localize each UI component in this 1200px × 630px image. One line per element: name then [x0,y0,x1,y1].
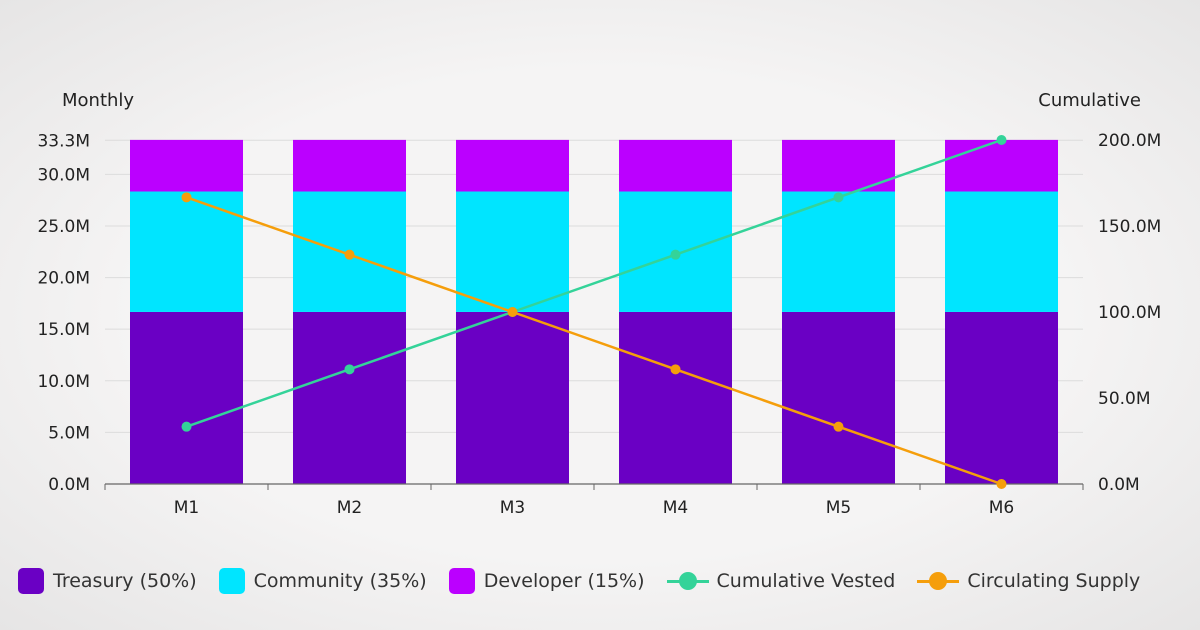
x-tick-label: M1 [174,498,199,518]
y-left-tick-label: 33.3M [37,131,90,151]
point-cumulative-vested [670,249,681,260]
legend-label: Developer (15%) [483,570,645,592]
point-circulating-supply [344,249,355,260]
bar-treasury [619,311,732,484]
y-right-tick-label: 0.0M [1098,475,1140,495]
legend-swatch [448,568,475,594]
line-circulating-supply [186,196,1002,486]
legend-swatch [218,568,245,594]
legend-item[interactable]: Treasury (50%) [18,568,197,594]
point-cumulative-vested [833,192,844,203]
bar-community [782,191,895,312]
x-tick-label: M3 [500,498,525,518]
y-left-tick-label: 0.0M [48,475,90,495]
legend: Treasury (50%) Community (35%) Developer (… [18,568,1162,594]
legend-swatch [18,568,44,594]
bar-community [456,191,569,312]
legend-label: Circulating Supply [967,570,1141,592]
legend-item[interactable]: Developer (15%) [448,568,645,594]
y-left-tick-label: 20.0M [37,269,90,289]
y-right-tick-label: 100.0M [1098,303,1161,323]
x-tick-label: M4 [663,498,688,518]
bar-treasury [130,311,243,484]
y-left-tick-label: 25.0M [37,217,90,237]
y-left-tick-label: 30.0M [37,165,90,185]
bar-developer [945,139,1058,192]
point-circulating-supply [181,192,192,203]
bar-treasury [945,311,1058,484]
point-cumulative-vested [344,364,355,375]
line-cumulative-vested [186,138,1002,428]
point-circulating-supply [507,307,518,317]
point-cumulative-vested [996,135,1007,145]
bar-treasury [293,311,406,484]
bar-developer [130,139,243,192]
legend-swatch [666,568,709,594]
y-left-tick-label: 10.0M [37,372,90,392]
y-left-axis-title: Monthly [62,90,134,111]
legend-item[interactable]: Cumulative Vested [666,568,896,594]
y-right-axis-title: Cumulative [1038,90,1141,111]
y-right-tick-label: 150.0M [1098,217,1161,237]
point-circulating-supply [996,479,1007,489]
legend-item[interactable]: Circulating Supply [917,568,1140,594]
bar-developer [619,139,732,192]
legend-swatch [917,568,960,594]
point-cumulative-vested [181,421,192,432]
bar-developer [456,139,569,192]
y-right-tick-label: 50.0M [1098,389,1151,409]
bar-community [130,191,243,312]
bar-community [945,191,1058,312]
legend-label: Treasury (50%) [53,570,197,592]
x-tick-label: M2 [337,498,362,518]
legend-label: Cumulative Vested [716,570,896,592]
bar-developer [293,139,406,192]
legend-label: Community (35%) [253,570,427,592]
bar-treasury [782,311,895,484]
x-tick-label: M5 [826,498,851,518]
point-circulating-supply [670,364,681,375]
y-left-tick-label: 5.0M [48,423,90,443]
legend-item[interactable]: Community (35%) [218,568,427,594]
y-right-tick-label: 200.0M [1098,131,1161,151]
y-left-tick-label: 15.0M [37,320,90,340]
point-circulating-supply [833,421,844,432]
bar-treasury [456,311,569,484]
x-tick-label: M6 [989,498,1014,518]
